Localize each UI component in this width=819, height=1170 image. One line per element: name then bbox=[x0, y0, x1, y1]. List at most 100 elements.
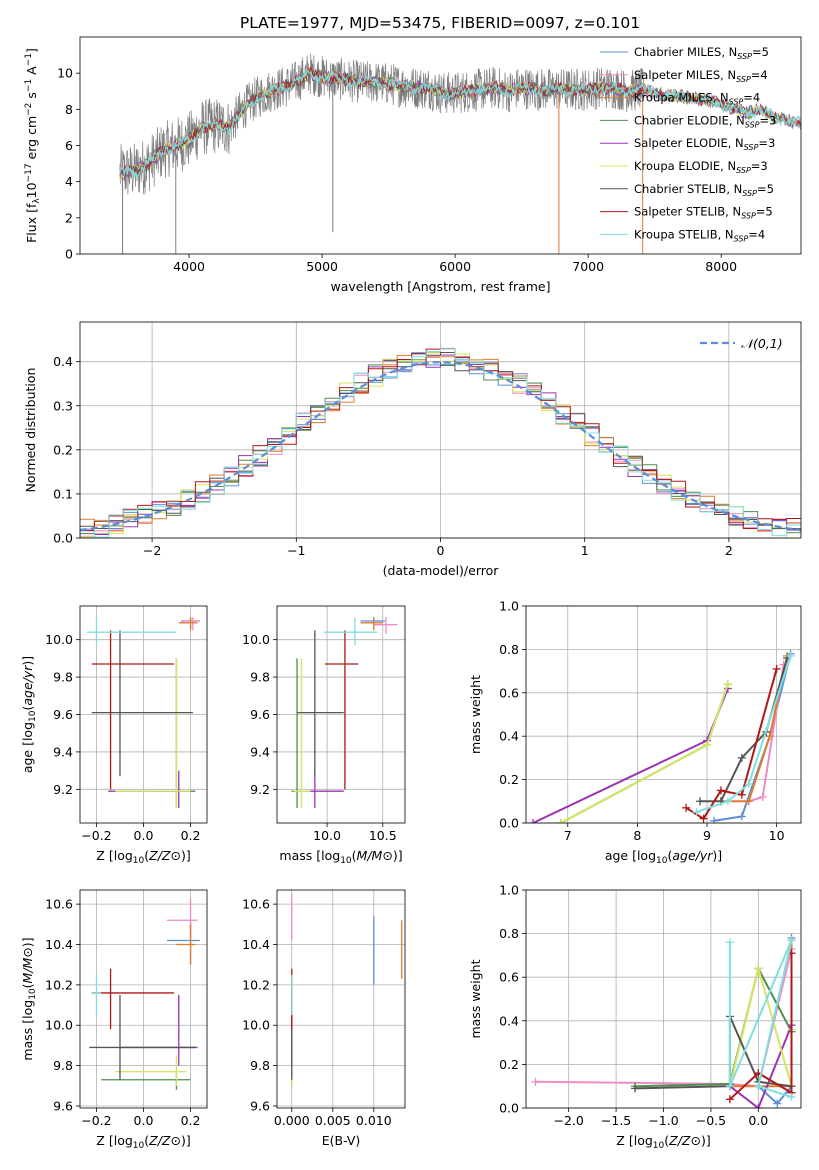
x-tick-label: 0.010 bbox=[356, 1113, 392, 1128]
x-tick-label: −1.5 bbox=[601, 1113, 631, 1128]
x-tick-label: 0.0 bbox=[134, 1113, 154, 1128]
y-tick-label: 0.0 bbox=[499, 1101, 519, 1116]
errorbar-kroupa-elodie bbox=[115, 658, 191, 809]
marker-kroupa-stelib bbox=[787, 936, 796, 945]
x-tick-label: 8000 bbox=[705, 259, 737, 274]
plot-area bbox=[80, 347, 801, 538]
marker-kroupa-stelib bbox=[754, 1082, 763, 1091]
x-tick-label: 5000 bbox=[306, 259, 338, 274]
y-tick-label: 0.4 bbox=[499, 729, 519, 744]
marker-salpeter-miles bbox=[531, 1077, 540, 1086]
x-tick-label: −0.5 bbox=[696, 1113, 726, 1128]
errorbar-chabrier-stelib bbox=[297, 630, 344, 777]
ticks: −0.2 0.0 0.2 9.2 9.4 9.6 9.8 10.0 bbox=[45, 632, 200, 843]
marker-chabrier-miles bbox=[773, 1099, 782, 1108]
y-tick-label: 0.2 bbox=[53, 442, 73, 457]
y-tick-label: 9.6 bbox=[250, 1098, 270, 1113]
plot-area bbox=[89, 898, 200, 1090]
x-tick-label: −1.0 bbox=[648, 1113, 678, 1128]
errorbar-kroupa-miles bbox=[178, 617, 198, 631]
y-tick-label: 10.0 bbox=[242, 632, 270, 647]
y-tick-label: 9.4 bbox=[250, 744, 270, 759]
x-tick-label: 8 bbox=[633, 828, 641, 843]
line-kroupa-stelib bbox=[728, 939, 793, 1099]
line-salpeter-elodie bbox=[729, 1024, 793, 1108]
axes-frame bbox=[79, 605, 208, 824]
legend-label: Chabrier MILES, NSSP=5 bbox=[634, 45, 769, 61]
plot-area bbox=[291, 617, 398, 809]
y-tick-label: 10.0 bbox=[45, 1018, 73, 1033]
legend-label: Salpeter STELIB, NSSP=5 bbox=[634, 205, 773, 221]
legend-label: Salpeter MILES, NSSP=4 bbox=[634, 68, 768, 84]
legend-label: Kroupa ELODIE, NSSP=3 bbox=[634, 159, 768, 175]
errorbar-salpeter-elodie bbox=[304, 770, 344, 809]
errorbar-salpeter-miles bbox=[183, 617, 200, 631]
ticks: 10.0 10.5 9.2 9.4 9.6 9.8 10.0 bbox=[242, 632, 397, 843]
ticks: −0.2 0.0 0.2 9.6 9.8 10.0 10.2 10.4 10.6 bbox=[45, 897, 200, 1128]
marker-kroupa-elodie bbox=[754, 964, 763, 973]
line-salpeter-stelib bbox=[729, 953, 793, 1101]
ticks: 7 8 9 10 0.0 0.2 0.4 0.6 0.8 1.0 bbox=[499, 599, 785, 844]
marker-chabrier-stelib bbox=[696, 797, 705, 806]
ticks: −2.0 −1.5 −1.0 −0.5 0.0 0.0 0.2 0.4 0.6 0.8 1.0 bbox=[499, 883, 768, 1129]
ticks: −2 −1 0 1 2 0.0 0.1 0.2 0.3 0.4 bbox=[53, 354, 733, 558]
x-axis-label: mass [log10(M/M⊙)] bbox=[279, 848, 402, 866]
y-tick-label: 10.2 bbox=[242, 977, 270, 992]
y-tick-label: 9.2 bbox=[250, 782, 270, 797]
errorbar-kroupa-stelib bbox=[323, 617, 378, 646]
marker-kroupa-stelib bbox=[725, 1082, 734, 1091]
x-tick-label: 4000 bbox=[173, 259, 205, 274]
legend-label: Kroupa STELIB, NSSP=4 bbox=[634, 227, 765, 243]
y-tick-label: 1.0 bbox=[499, 599, 519, 614]
x-tick-label: 0.000 bbox=[274, 1113, 310, 1128]
y-tick-label: 0.2 bbox=[499, 772, 519, 787]
line-chabrier-stelib bbox=[635, 1016, 792, 1090]
panel-mass-weight-vs-age: 7 8 9 10 0.0 0.2 0.4 0.6 0.8 1.0 age [log10(age/yr… bbox=[468, 599, 802, 866]
grid bbox=[526, 605, 801, 824]
marker-salpeter-elodie bbox=[754, 1104, 763, 1108]
y-tick-label: 10.6 bbox=[45, 897, 73, 912]
x-tick-label: 9 bbox=[703, 828, 711, 843]
x-tick-label: 7 bbox=[564, 828, 572, 843]
panel-age-vs-Z: −0.2 0.0 0.2 9.2 9.4 9.6 9.8 10.0 Z [log10(Z/Z⊙)… bbox=[20, 605, 208, 866]
y-tick-label: 10.2 bbox=[45, 977, 73, 992]
errorbar-chabrier-elodie bbox=[101, 1069, 191, 1090]
marker-kroupa-stelib bbox=[786, 651, 795, 660]
y-axis-label: age [log10(age/yr)] bbox=[20, 656, 38, 773]
x-tick-label: −2.0 bbox=[553, 1113, 583, 1128]
axes-frame bbox=[79, 889, 208, 1109]
axes-frame bbox=[276, 889, 406, 1109]
x-axis-label: E(B-V) bbox=[322, 1133, 361, 1148]
y-tick-label: 9.6 bbox=[250, 707, 270, 722]
y-tick-label: 10.0 bbox=[242, 1018, 270, 1033]
data-spectrum bbox=[119, 53, 645, 195]
y-tick-label: 10 bbox=[57, 66, 73, 81]
marker-salpeter-stelib bbox=[716, 786, 725, 795]
legend-label: Chabrier STELIB, NSSP=5 bbox=[634, 182, 774, 198]
y-tick-label: 9.2 bbox=[53, 782, 73, 797]
y-axis-label: mass weight bbox=[468, 959, 483, 1038]
normal-curve bbox=[80, 360, 801, 532]
y-tick-label: 9.8 bbox=[53, 1058, 73, 1073]
errorbar-kroupa-elodie bbox=[293, 658, 311, 809]
marker-chabrier-stelib bbox=[631, 1084, 640, 1093]
legend-label: Salpeter ELODIE, NSSP=3 bbox=[634, 136, 775, 152]
x-axis-label: Z [log10(Z/Z⊙)] bbox=[96, 848, 190, 866]
errorbar-salpeter-stelib bbox=[91, 968, 175, 1030]
grid bbox=[526, 889, 801, 1109]
panel-mass-vs-ebv: 0.000 0.005 0.010 9.6 9.8 10.0 10.2 10.4 10.6 E(B… bbox=[242, 889, 406, 1148]
panel-mass-vs-Z: −0.2 0.0 0.2 9.6 9.8 10.0 10.2 10.4 10.6 Z [log10… bbox=[20, 889, 208, 1151]
y-tick-label: 1.0 bbox=[499, 883, 519, 898]
line-chabrier-miles bbox=[713, 653, 792, 822]
errorbar-kroupa-miles bbox=[176, 924, 196, 965]
x-tick-label: 10 bbox=[769, 828, 785, 843]
x-tick-label: 6000 bbox=[439, 259, 471, 274]
grid bbox=[80, 890, 207, 1108]
errorbar-kroupa-elodie bbox=[115, 1055, 186, 1086]
y-tick-label: 9.4 bbox=[53, 744, 73, 759]
y-tick-label: 0.0 bbox=[499, 816, 519, 831]
grid bbox=[277, 606, 405, 823]
y-tick-label: 0.6 bbox=[499, 685, 519, 700]
y-tick-label: 10.4 bbox=[45, 937, 73, 952]
